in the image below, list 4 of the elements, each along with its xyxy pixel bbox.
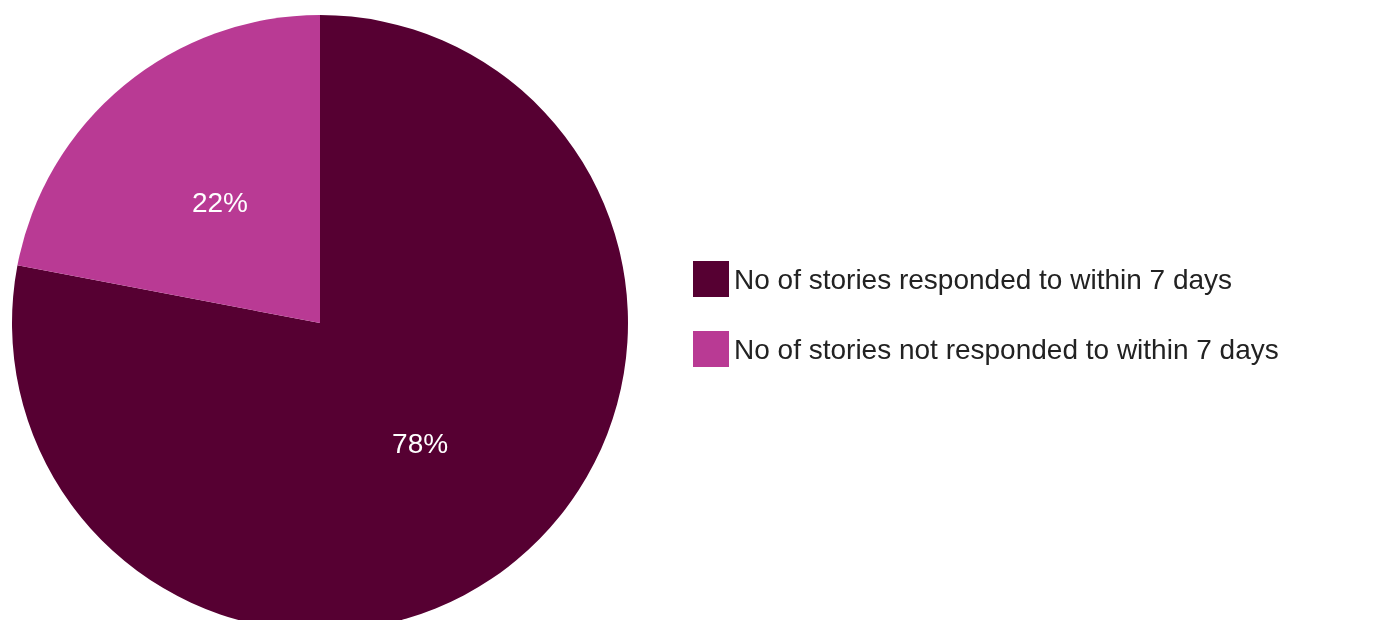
data-label: 78% [392,428,449,460]
legend-label: No of stories not responded to within 7 days [734,333,1279,365]
legend-label: No of stories responded to within 7 days [734,263,1233,295]
data-label: 22% [191,186,248,218]
